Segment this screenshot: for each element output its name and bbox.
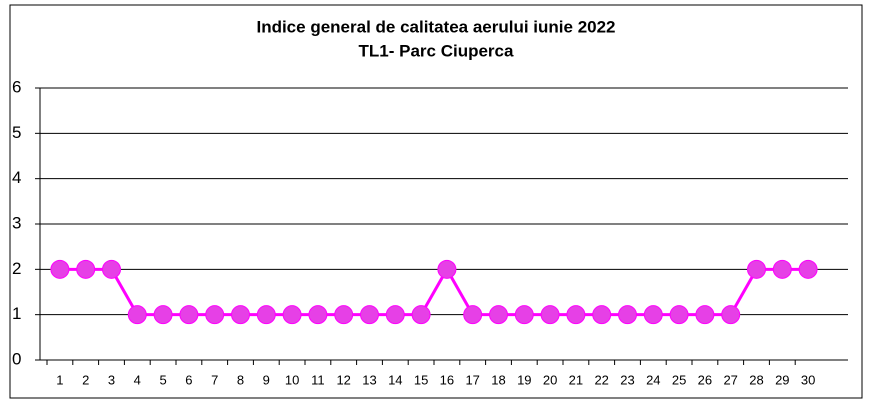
data-point <box>153 305 173 325</box>
x-tick-label: 17 <box>465 372 479 387</box>
data-point <box>282 305 302 325</box>
data-point <box>437 259 457 279</box>
y-tick-label: 6 <box>12 77 21 96</box>
x-tick-label: 21 <box>569 372 583 387</box>
x-tick-label: 19 <box>517 372 531 387</box>
x-tick-label: 29 <box>775 372 789 387</box>
data-point <box>360 305 379 325</box>
x-tick-label: 23 <box>620 372 634 387</box>
x-tick-label: 26 <box>698 372 712 387</box>
data-point <box>540 305 560 325</box>
x-tick-label: 13 <box>362 372 376 387</box>
x-tick-label: 5 <box>159 372 166 387</box>
x-tick-label: 1 <box>56 372 63 387</box>
data-point <box>798 259 818 279</box>
data-point <box>463 305 483 325</box>
data-point <box>489 305 508 325</box>
y-tick-label: 0 <box>12 349 21 368</box>
data-point <box>411 305 431 325</box>
y-tick-label: 5 <box>12 123 21 142</box>
data-point <box>514 305 534 325</box>
data-point <box>231 305 250 325</box>
x-tick-label: 27 <box>723 372 737 387</box>
data-point <box>669 305 689 325</box>
x-tick-label: 9 <box>263 372 270 387</box>
x-tick-label: 24 <box>646 372 660 387</box>
x-tick-label: 30 <box>801 372 815 387</box>
data-point <box>334 305 354 325</box>
data-point <box>772 259 792 279</box>
data-point <box>747 259 766 279</box>
data-point <box>179 305 199 325</box>
x-tick-label: 8 <box>237 372 244 387</box>
data-point <box>102 259 121 279</box>
chart-subtitle: TL1- Parc Ciuperca <box>359 41 514 60</box>
x-tick-label: 25 <box>672 372 686 387</box>
data-point <box>127 305 147 325</box>
chart-frame <box>9 4 863 399</box>
data-point <box>566 305 586 325</box>
data-point <box>308 305 328 325</box>
x-tick-label: 18 <box>491 372 505 387</box>
x-tick-label: 6 <box>185 372 192 387</box>
x-tick-label: 3 <box>108 372 115 387</box>
data-point <box>695 305 715 325</box>
data-point <box>76 259 96 279</box>
data-point <box>385 305 405 325</box>
y-tick-label: 2 <box>12 259 21 278</box>
data-point <box>256 305 276 325</box>
chart-title: Indice general de calitatea aerului iuni… <box>256 17 615 36</box>
data-point <box>50 259 70 279</box>
y-tick-label: 1 <box>12 304 21 323</box>
x-tick-label: 15 <box>414 372 428 387</box>
data-point <box>592 305 612 325</box>
x-tick-label: 10 <box>285 372 299 387</box>
data-point <box>618 305 637 325</box>
x-tick-label: 14 <box>388 372 402 387</box>
x-tick-label: 7 <box>211 372 218 387</box>
x-tick-label: 16 <box>440 372 454 387</box>
x-tick-label: 22 <box>594 372 608 387</box>
y-tick-label: 3 <box>12 213 21 232</box>
data-point <box>721 305 741 325</box>
x-tick-label: 11 <box>311 372 325 387</box>
y-tick-label: 4 <box>12 168 21 187</box>
x-tick-label: 28 <box>749 372 763 387</box>
data-point <box>205 305 225 325</box>
x-tick-label: 4 <box>134 372 141 387</box>
data-point <box>643 305 663 325</box>
x-tick-label: 2 <box>82 372 89 387</box>
x-tick-label: 20 <box>543 372 557 387</box>
x-tick-label: 12 <box>336 372 350 387</box>
